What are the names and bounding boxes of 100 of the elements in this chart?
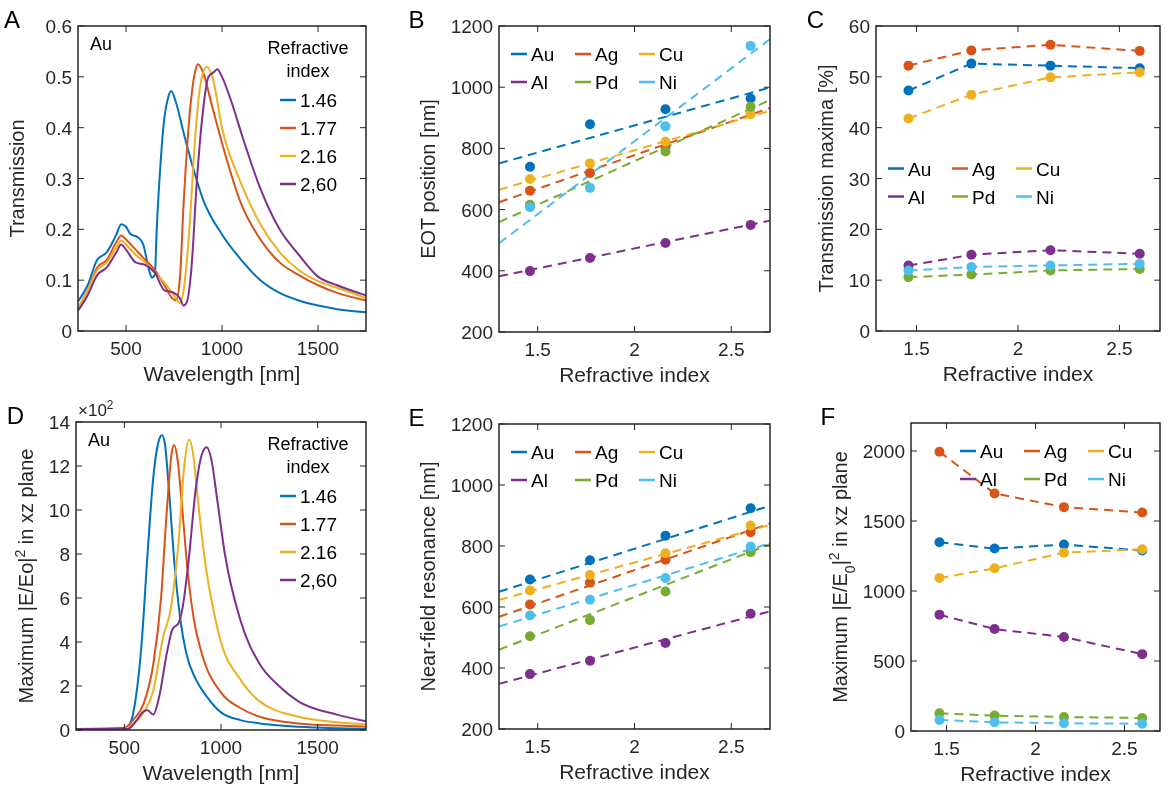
y-tick-label: 40 (848, 117, 870, 139)
point (524, 585, 535, 596)
point (660, 548, 671, 559)
y-tick-label: 1200 (450, 16, 493, 37)
point (1134, 45, 1145, 56)
x-tick-label: 2 (1012, 338, 1024, 359)
legend-label: Ni (1108, 469, 1126, 490)
legend-label: Au (908, 158, 932, 180)
x-tick-label: 1.5 (903, 338, 930, 359)
point (934, 537, 945, 548)
x-tick-label: 2.5 (1111, 738, 1138, 759)
text: ×10$^{2}$ (78, 398, 114, 420)
y-tick-label: 2000 (862, 441, 905, 462)
point (1045, 245, 1056, 256)
point (989, 543, 1000, 554)
point (524, 174, 535, 184)
x-tick-label: 2.5 (1106, 338, 1133, 359)
x-axis-title: Refractive index (559, 363, 711, 386)
legend-label: Al (980, 469, 997, 490)
x-tick-label: 2.5 (718, 736, 745, 757)
x-axis-title: Refractive index (960, 762, 1112, 785)
y-tick-label: 1200 (450, 414, 493, 435)
chart-title: E (408, 404, 425, 431)
legend-label: 2,60 (300, 174, 337, 195)
point (584, 167, 595, 178)
y-tick-label: 6 (59, 588, 70, 609)
y-tick-label: 600 (461, 597, 493, 618)
x-axis-title: Refractive index (559, 760, 711, 783)
y-tick-label: 0 (59, 720, 70, 741)
point (1134, 67, 1145, 78)
point (989, 717, 1000, 728)
x-axis-title: Refractive index (942, 362, 1094, 385)
x-tick-label: 2 (1030, 738, 1041, 759)
x-tick-label: 1500 (296, 737, 339, 758)
point (584, 615, 595, 626)
y-tick-label: 60 (848, 16, 870, 37)
point (1137, 718, 1148, 729)
y-tick-label: 0.6 (45, 16, 72, 37)
y-tick-label: 0.4 (45, 117, 73, 139)
annotation: Au (88, 430, 111, 450)
y-tick-label: 400 (461, 658, 493, 679)
point (1045, 39, 1056, 50)
y-tick-label: 0.1 (45, 270, 72, 292)
y-tick-label: 8 (59, 544, 70, 565)
point (524, 599, 535, 610)
point (1045, 72, 1056, 83)
y-tick-label: 400 (461, 260, 493, 282)
point (903, 60, 914, 71)
point (660, 121, 671, 132)
legend-label: 1.77 (300, 514, 337, 535)
point (584, 182, 595, 193)
point (966, 249, 977, 260)
point (934, 714, 945, 725)
point (1045, 260, 1056, 271)
point (903, 113, 914, 124)
legend-label: Ni (1036, 186, 1054, 208)
legend-label: 1.46 (300, 486, 337, 507)
point (903, 265, 914, 276)
legend-label: Al (531, 470, 548, 491)
point (1134, 258, 1145, 269)
legend-label: 2,60 (300, 570, 337, 591)
legend-label: 1.46 (300, 90, 337, 111)
y-tick-label: 800 (461, 138, 493, 160)
legend-label: Pd (1044, 469, 1068, 490)
legend-label: Pd (595, 470, 619, 491)
x-tick-label: 1000 (199, 737, 243, 758)
point (934, 446, 945, 457)
y-tick-label: 10 (48, 500, 70, 521)
y-axis-title: Transmission (6, 119, 29, 238)
point (966, 45, 977, 56)
y-tick-label: 10 (848, 270, 870, 292)
point (524, 185, 535, 196)
point (745, 503, 756, 514)
x-tick-label: 1.5 (524, 736, 551, 757)
legend-label: Cu (1108, 441, 1133, 462)
y-tick-label: 1000 (862, 581, 905, 602)
y-tick-label: 1000 (450, 77, 493, 99)
x-tick-label: 2 (629, 339, 640, 360)
x-axis-title: Wavelength [nm] (142, 761, 300, 784)
y-tick-label: 14 (48, 412, 71, 433)
legend-label: 1.77 (300, 118, 337, 139)
legend-label: Ag (595, 44, 619, 65)
point (660, 530, 671, 541)
legend-label: Au (980, 441, 1004, 462)
point (584, 119, 595, 130)
point (745, 40, 756, 51)
point (1058, 718, 1069, 729)
x-tick-label: 2.5 (718, 339, 745, 360)
legend-label: Ni (659, 470, 677, 491)
y-tick-label: 0 (894, 721, 905, 742)
point (584, 594, 595, 605)
y-tick-label: 0 (859, 321, 870, 342)
point (989, 563, 1000, 574)
y-tick-label: 20 (848, 219, 870, 241)
point (660, 136, 671, 147)
point (934, 572, 945, 583)
legend-label: Au (531, 44, 555, 65)
x-tick-label: 500 (108, 737, 141, 758)
point (966, 89, 977, 100)
point (745, 219, 756, 230)
